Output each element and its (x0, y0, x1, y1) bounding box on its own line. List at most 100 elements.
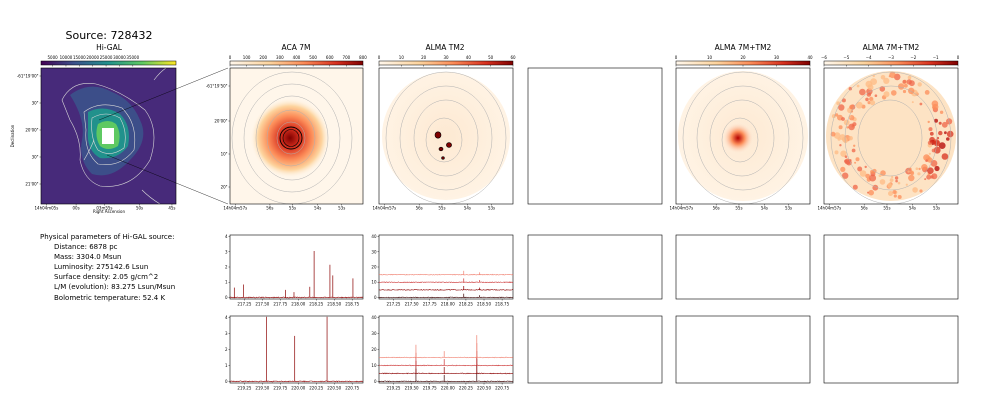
spectrum-x-tick-label: 219.50 (255, 386, 269, 391)
tm2-spectrum-lower: 219.25 219.50 219.75 220.00 220.25 220.50 220.… (371, 315, 514, 391)
residual-blob (883, 77, 890, 84)
param-mass: Mass: 3304.0 Msun (54, 253, 122, 262)
residual-blob (887, 182, 892, 188)
residual-blob (833, 132, 841, 139)
spectrum-series-line (378, 380, 514, 383)
residual-blob (867, 101, 871, 105)
colorbar-tick-label: 30 (774, 55, 780, 60)
spectrum-y-tick-label: 0 (374, 379, 377, 384)
params-heading: Physical parameters of Hi-GAL source: (40, 233, 175, 241)
tm2-colorbar (378, 60, 514, 66)
colorbar-tick-label: 200 (259, 55, 267, 60)
spectrum-x-tick-label: 217.25 (386, 302, 400, 307)
residual-blob (917, 82, 922, 87)
tm2-panel: ALMA TM2 0 10 20 30 40 50 60 14h04m57s 56s 55s 54… (372, 43, 516, 211)
colorbar-tick-label: −1 (933, 55, 939, 60)
residual-blob (853, 144, 856, 147)
spectrum-x-tick-label: 220.75 (495, 386, 509, 391)
higal-colorbar (40, 60, 177, 66)
spectrum-y-tick-label: 1 (225, 363, 228, 368)
image-x-tick-label: 56s (861, 206, 868, 211)
colorbar-tick-label: 600 (326, 55, 334, 60)
residual-blob (928, 127, 933, 132)
colorbar-tick-label: 100 (243, 55, 251, 60)
residual-blob (848, 87, 852, 91)
residual-blob (946, 130, 954, 138)
residual-blob (898, 83, 905, 90)
image-x-tick-label: 55s (883, 206, 890, 211)
aca-spectrum-upper: 217.25 217.50 217.75 218.00 218.25 218.50 218.… (225, 234, 364, 307)
image-x-tick-label: 14h04m57s (223, 206, 247, 211)
aca-spectrum-lower: 219.25 219.50 219.75 220.00 220.25 220.50 220.… (225, 315, 364, 391)
residual-blob (855, 157, 860, 162)
colorbar-tick-label: 500 (309, 55, 317, 60)
residual-blob (927, 157, 933, 163)
image-x-tick-label: 56s (416, 206, 423, 211)
spectrum-y-tick-label: 4 (225, 315, 228, 320)
residual-blob (838, 104, 845, 111)
colorbar-tick-label: −3 (888, 55, 894, 60)
spectrum-x-tick-label: 220.50 (477, 386, 491, 391)
aca-panel: ACA 7M 0 100 200 300 400 500 600 700 800 14h04m5… (206, 43, 367, 211)
residual-blob (849, 104, 854, 110)
colorbar-tick-label: 0 (675, 55, 678, 60)
higal-ylabel: Declination (10, 124, 15, 147)
residual-blob (879, 179, 886, 185)
spectrum-y-tick-label: 3 (225, 249, 228, 254)
spectrum-y-tick-label: 40 (371, 315, 377, 320)
residual-colorbar (823, 60, 959, 66)
residual-blob (927, 120, 930, 124)
residual-blob (831, 114, 836, 119)
residual-blob (865, 97, 869, 102)
residual-blob (844, 155, 848, 158)
residual-blob (892, 190, 897, 194)
colorbar-tick-label: 20000 (86, 55, 99, 60)
param-bolometric-temperature: Bolometric temperature: 52.4 K (54, 293, 166, 302)
image-x-tick-label: 53s (488, 206, 495, 211)
image-x-tick-label: 55s (289, 206, 296, 211)
residual-blob (868, 189, 874, 196)
residual-blob (928, 152, 931, 155)
empty-spectrum-box (527, 315, 663, 384)
combined-emission (722, 122, 754, 154)
colorbar-tick-label: 10000 (60, 55, 73, 60)
residual-blob (846, 159, 852, 166)
tm2-frame (378, 67, 514, 205)
residual-blob (891, 90, 897, 96)
residual-blob (936, 136, 940, 140)
image-y-tick-label: -61°19'50" (206, 84, 228, 89)
aca-title: ACA 7M (282, 43, 311, 52)
residual-blob (895, 179, 898, 183)
image-x-tick-label: 55s (438, 206, 445, 211)
residual-blob (839, 144, 842, 147)
spectrum-y-tick-label: 10 (371, 280, 377, 285)
residual-blob (904, 83, 908, 88)
residual-blob (856, 84, 860, 88)
residual-blob (917, 172, 921, 176)
residual-blob (834, 113, 839, 117)
residual-blob (865, 173, 871, 179)
residual-blob (840, 150, 847, 157)
colorbar-tick-label: 40 (466, 55, 472, 60)
empty-spectrum-box (675, 234, 811, 300)
aca-contours (231, 71, 353, 205)
residual-blob (931, 173, 938, 180)
spectrum-x-tick-label: 220.25 (309, 386, 323, 391)
aca-core-contour (279, 126, 303, 150)
residual-blob (888, 75, 891, 78)
spectrum-x-tick-label: 219.75 (273, 386, 287, 391)
colorbar-tick-label: 0 (378, 55, 381, 60)
spectrum-x-tick-label: 218.25 (459, 302, 473, 307)
spectrum-series-line (378, 364, 514, 367)
residual-blob (924, 178, 927, 181)
residual-title: ALMA 7M+TM2 (863, 43, 920, 52)
image-y-tick-label: 10" (221, 152, 228, 157)
residual-blob (857, 166, 863, 172)
empty-spectrum-box (823, 234, 959, 300)
residual-blob (880, 170, 886, 176)
residual-blob (874, 94, 878, 97)
spectrum-series-line (229, 296, 363, 299)
residual-blob (902, 79, 907, 84)
spectrum-series-line (378, 281, 513, 284)
